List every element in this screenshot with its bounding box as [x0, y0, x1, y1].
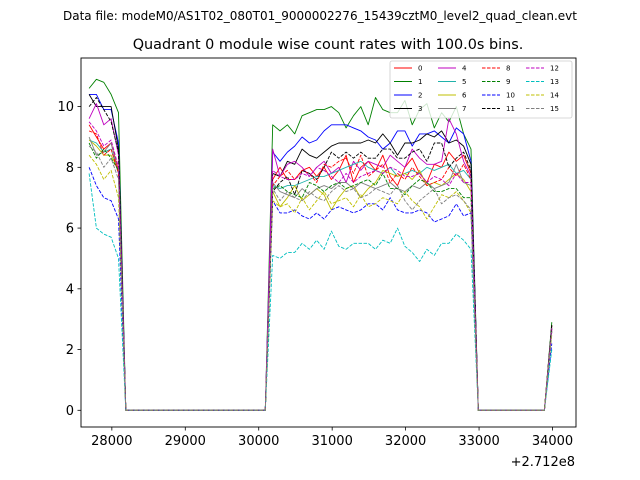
- x-tick-label: 32000: [385, 434, 426, 449]
- y-tick-label: 0: [66, 404, 74, 419]
- legend-label-12: 12: [550, 65, 559, 73]
- legend-label-11: 11: [506, 105, 515, 113]
- legend-label-6: 6: [462, 92, 467, 100]
- series-layer: [88, 78, 553, 411]
- legend-label-8: 8: [506, 65, 510, 73]
- legend-frame: [389, 60, 573, 119]
- plot-area: [80, 57, 577, 428]
- chart-title: Quadrant 0 module wise count rates with …: [133, 37, 524, 53]
- x-tick-label: 28000: [91, 434, 132, 449]
- legend-label-15: 15: [550, 105, 559, 113]
- legend-label-13: 13: [550, 78, 559, 86]
- x-tick-label: 33000: [458, 434, 499, 449]
- x-tick-label: 30000: [238, 434, 279, 449]
- figure-suptitle: Data file: modeM0/AS1T02_080T01_90000022…: [63, 9, 577, 23]
- legend-label-4: 4: [462, 65, 467, 73]
- legend-label-9: 9: [506, 78, 510, 86]
- legend-label-0: 0: [418, 65, 422, 73]
- legend-label-3: 3: [418, 105, 422, 113]
- x-tick-label: 31000: [311, 434, 352, 449]
- y-tick-label: 8: [66, 161, 74, 176]
- legend-label-14: 14: [550, 92, 559, 100]
- x-offset-label: +2.712e8: [511, 455, 575, 470]
- y-tick-label: 6: [66, 222, 74, 237]
- y-tick-label: 2: [66, 343, 74, 358]
- series-line-8: [88, 130, 553, 411]
- series-line-12: [88, 121, 553, 411]
- legend-label-2: 2: [418, 92, 422, 100]
- legend-label-10: 10: [506, 92, 515, 100]
- y-tick-label: 10: [57, 100, 74, 115]
- series-line-15: [88, 145, 553, 411]
- axes-frame: [80, 57, 577, 428]
- legend-label-1: 1: [418, 78, 422, 86]
- x-axis: 28000 29000 30000 31000 32000 33000 34000: [91, 427, 573, 449]
- legend-label-7: 7: [462, 105, 466, 113]
- legend-label-5: 5: [462, 78, 466, 86]
- x-tick-label: 34000: [532, 434, 573, 449]
- x-tick-label: 29000: [165, 434, 206, 449]
- y-axis: 0 2 4 6 8 10: [57, 100, 81, 419]
- y-tick-label: 4: [66, 282, 74, 297]
